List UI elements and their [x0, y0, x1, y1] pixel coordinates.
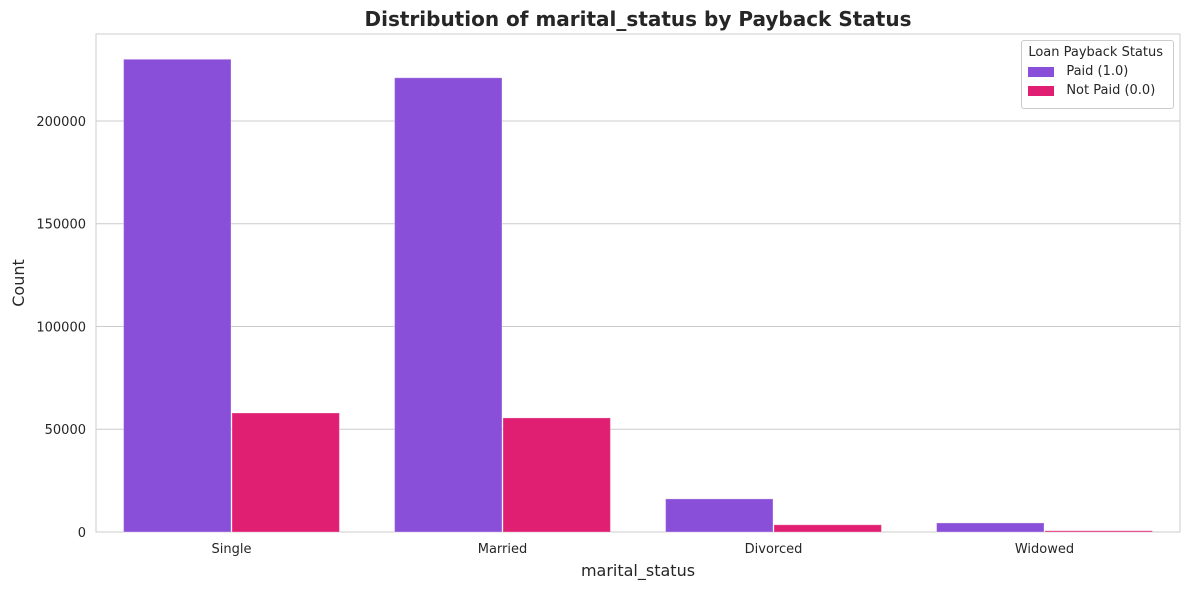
y-tick-label: 0: [78, 526, 86, 541]
chart-title: Distribution of marital_status by Paybac…: [364, 7, 911, 31]
y-tick-label: 100000: [36, 320, 86, 335]
bar-divorced-paid: [665, 498, 774, 533]
bar-married-paid: [394, 77, 503, 533]
legend-swatch-paid: [1028, 66, 1055, 77]
legend-title: Loan Payback Status: [1028, 45, 1163, 60]
legend: Loan Payback Status Paid (1.0) Not Paid …: [1021, 40, 1174, 109]
bar-single-not-paid: [231, 412, 340, 533]
bar-widowed-not-paid: [1044, 530, 1153, 533]
x-tick-label: Single: [212, 542, 252, 557]
bar-widowed-paid: [936, 522, 1045, 533]
x-axis-label: marital_status: [581, 561, 695, 581]
legend-item-paid: Paid (1.0): [1028, 64, 1163, 79]
legend-item-not-paid: Not Paid (0.0): [1028, 83, 1163, 98]
bar-married-not-paid: [502, 417, 611, 533]
legend-label-paid: Paid (1.0): [1066, 64, 1129, 79]
x-tick-label: Married: [478, 542, 528, 557]
y-tick-label: 200000: [36, 115, 86, 130]
y-tick-label: 50000: [45, 423, 86, 438]
legend-label-not-paid: Not Paid (0.0): [1066, 83, 1156, 98]
y-axis-label: Count: [9, 259, 28, 307]
bar-divorced-not-paid: [773, 524, 882, 533]
bar-single-paid: [123, 58, 232, 533]
y-tick-label: 150000: [36, 218, 86, 233]
x-tick-label: Widowed: [1015, 542, 1074, 557]
x-tick-label: Divorced: [745, 542, 803, 557]
legend-swatch-not-paid: [1028, 85, 1055, 96]
